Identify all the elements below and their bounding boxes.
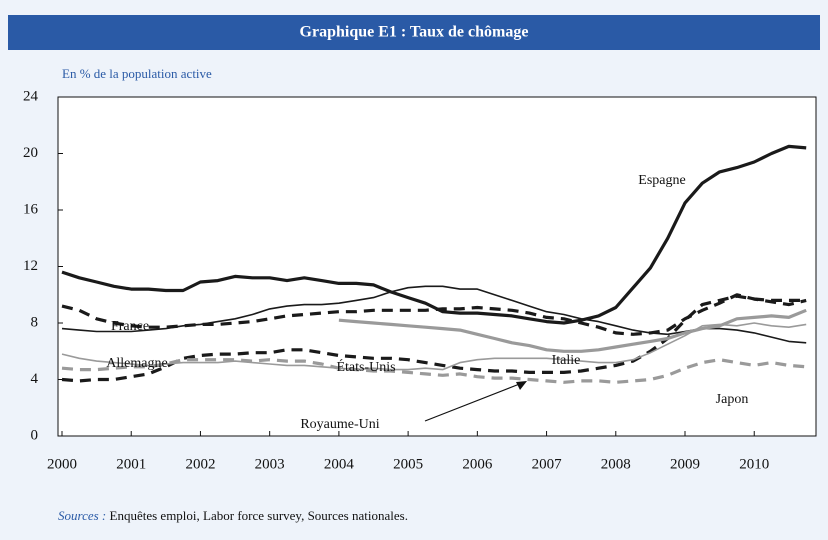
x-tick-label: 2003: [255, 456, 285, 472]
series-label: États-Unis: [336, 358, 395, 375]
x-tick-label: 2008: [601, 456, 631, 472]
series-line: [61, 144, 807, 325]
chart-title: Graphique E1 : Taux de chômage: [300, 24, 529, 41]
y-tick-label: 12: [23, 258, 38, 274]
x-tick-label: 2002: [185, 456, 215, 472]
y-tick-label: 16: [23, 201, 39, 217]
series-label: France: [111, 319, 149, 334]
header-bar: [8, 15, 820, 50]
subtitle: En % de la population active: [62, 66, 212, 81]
series-label: Espagne: [638, 173, 685, 188]
series-label: Italie: [552, 353, 581, 368]
source-text: Enquêtes emploi, Labor force survey, Sou…: [110, 508, 408, 523]
series-line: [61, 294, 807, 383]
x-tick-label: 2010: [739, 456, 769, 472]
x-tick-label: 2004: [324, 456, 355, 472]
series-label: Japon: [716, 392, 749, 407]
series-line: [61, 285, 807, 344]
x-tick-label: 2009: [670, 456, 700, 472]
source-label: Sources :: [58, 508, 106, 523]
y-tick-label: 20: [23, 145, 38, 161]
series-label: Royaume-Uni: [300, 417, 379, 432]
series-line: [61, 322, 807, 371]
x-tick-label: 2007: [532, 456, 563, 472]
y-tick-label: 4: [31, 371, 39, 387]
y-tick-label: 8: [31, 314, 39, 330]
y-tick-label: 24: [23, 88, 39, 104]
x-tick-label: 2001: [116, 456, 146, 472]
y-tick-label: 0: [31, 427, 39, 443]
source-note: Sources : Enquêtes emploi, Labor force s…: [58, 508, 408, 523]
plot-area: [57, 96, 817, 437]
series-line: [338, 308, 807, 353]
x-tick-label: 2005: [393, 456, 423, 472]
x-tick-label: 2000: [47, 456, 77, 472]
annotation-arrowhead: [516, 381, 527, 390]
x-tick-label: 2006: [462, 456, 493, 472]
annotation-arrow: [424, 382, 523, 422]
series-label: Allemagne: [106, 356, 167, 371]
